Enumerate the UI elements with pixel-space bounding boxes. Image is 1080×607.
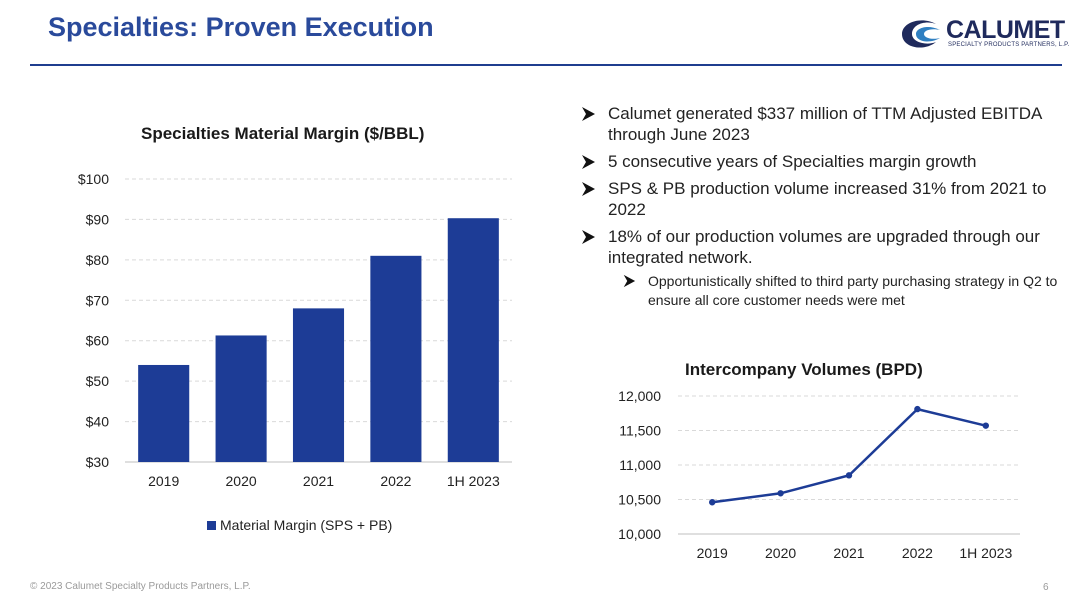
line-y-tick-label: 10,500 bbox=[618, 492, 661, 508]
bullet-text: 5 consecutive years of Specialties margi… bbox=[608, 152, 977, 171]
line-x-tick-label: 2019 bbox=[697, 545, 728, 561]
legend-label: Material Margin (SPS + PB) bbox=[220, 517, 393, 533]
legend-swatch bbox=[207, 520, 216, 530]
key-points-list: Calumet generated $337 million of TTM Ad… bbox=[578, 103, 1058, 316]
line-x-tick-label: 2022 bbox=[902, 545, 933, 561]
logo-wordmark: CALUMET bbox=[946, 16, 1065, 44]
bullet-text: 18% of our production volumes are upgrad… bbox=[608, 227, 1040, 267]
bullet-text: SPS & PB production volume increased 31%… bbox=[608, 179, 1047, 219]
logo-subtext: SPECIALTY PRODUCTS PARTNERS, L.P. bbox=[948, 42, 1070, 48]
arrow-bullet-icon bbox=[582, 230, 595, 244]
bar-2021 bbox=[292, 308, 345, 462]
bullet-item: Calumet generated $337 million of TTM Ad… bbox=[578, 103, 1058, 145]
line-chart-title: Intercompany Volumes (BPD) bbox=[685, 360, 923, 379]
line-x-tick-label: 1H 2023 bbox=[959, 545, 1012, 561]
volume-point-2019 bbox=[709, 499, 716, 506]
page-number: 6 bbox=[1043, 582, 1049, 593]
bar-2020 bbox=[215, 335, 267, 462]
line-x-tick-label: 2021 bbox=[833, 545, 864, 561]
arrow-bullet-icon bbox=[582, 182, 595, 196]
bar-y-tick-label: $30 bbox=[86, 454, 110, 470]
header-divider bbox=[30, 64, 1062, 66]
bar-y-tick-label: $80 bbox=[86, 252, 110, 268]
bullet-item: SPS & PB production volume increased 31%… bbox=[578, 178, 1058, 220]
bar-chart-legend: Material Margin (SPS + PB) bbox=[207, 517, 392, 533]
arrow-bullet-icon bbox=[582, 155, 595, 169]
line-y-tick-label: 11,000 bbox=[619, 457, 661, 473]
margin-bar-chart: $30 $40 $50 $60 $70 $80 $90 $100 2019 2020 2021 202… bbox=[78, 171, 512, 489]
bar-y-tick-label: $100 bbox=[78, 171, 109, 187]
bar-y-tick-label: $90 bbox=[86, 211, 110, 227]
calumet-swirl-icon bbox=[902, 20, 940, 48]
volume-point-2022 bbox=[914, 405, 921, 413]
volume-series-line bbox=[712, 407, 987, 504]
line-y-tick-label: 12,000 bbox=[618, 388, 661, 404]
bar-x-tick-label: 2019 bbox=[148, 473, 179, 489]
page-title: Specialties: Proven Execution bbox=[48, 12, 434, 42]
bar-2019 bbox=[138, 364, 190, 462]
bullet-item: 18% of our production volumes are upgrad… bbox=[578, 226, 1058, 268]
bar-y-tick-label: $60 bbox=[86, 333, 110, 349]
bar-x-tick-label: 2020 bbox=[226, 473, 257, 489]
line-y-tick-label: 11,500 bbox=[619, 423, 661, 439]
bar-2022 bbox=[370, 255, 422, 462]
bullet-text: Opportunistically shifted to third party… bbox=[648, 273, 1058, 308]
arrow-bullet-icon bbox=[623, 274, 636, 288]
copyright-footer: © 2023 Calumet Specialty Products Partne… bbox=[30, 581, 251, 592]
bar-1h-2023 bbox=[447, 218, 499, 462]
arrow-bullet-icon bbox=[582, 107, 595, 121]
company-logo: CALUMET SPECIALTY PRODUCTS PARTNERS, L.P… bbox=[896, 14, 1070, 54]
bar-y-tick-label: $50 bbox=[86, 373, 110, 389]
line-y-tick-label: 10,000 bbox=[618, 526, 661, 542]
sub-bullet-item: Opportunistically shifted to third party… bbox=[578, 272, 1058, 310]
line-x-tick-label: 2020 bbox=[765, 545, 796, 561]
volume-point-1h-2023 bbox=[982, 422, 989, 429]
bar-x-tick-label: 2022 bbox=[380, 473, 411, 489]
bar-chart-title: Specialties Material Margin ($/BBL) bbox=[141, 124, 425, 143]
volume-point-2021 bbox=[845, 472, 853, 479]
bar-y-tick-label: $70 bbox=[86, 292, 110, 308]
bullet-item: 5 consecutive years of Specialties margi… bbox=[578, 151, 1058, 172]
volume-point-2020 bbox=[777, 490, 784, 497]
bar-x-tick-label: 1H 2023 bbox=[447, 473, 500, 489]
bar-x-tick-label: 2021 bbox=[303, 473, 334, 489]
bullet-text: Calumet generated $337 million of TTM Ad… bbox=[608, 104, 1042, 144]
bar-y-tick-label: $40 bbox=[86, 414, 110, 430]
